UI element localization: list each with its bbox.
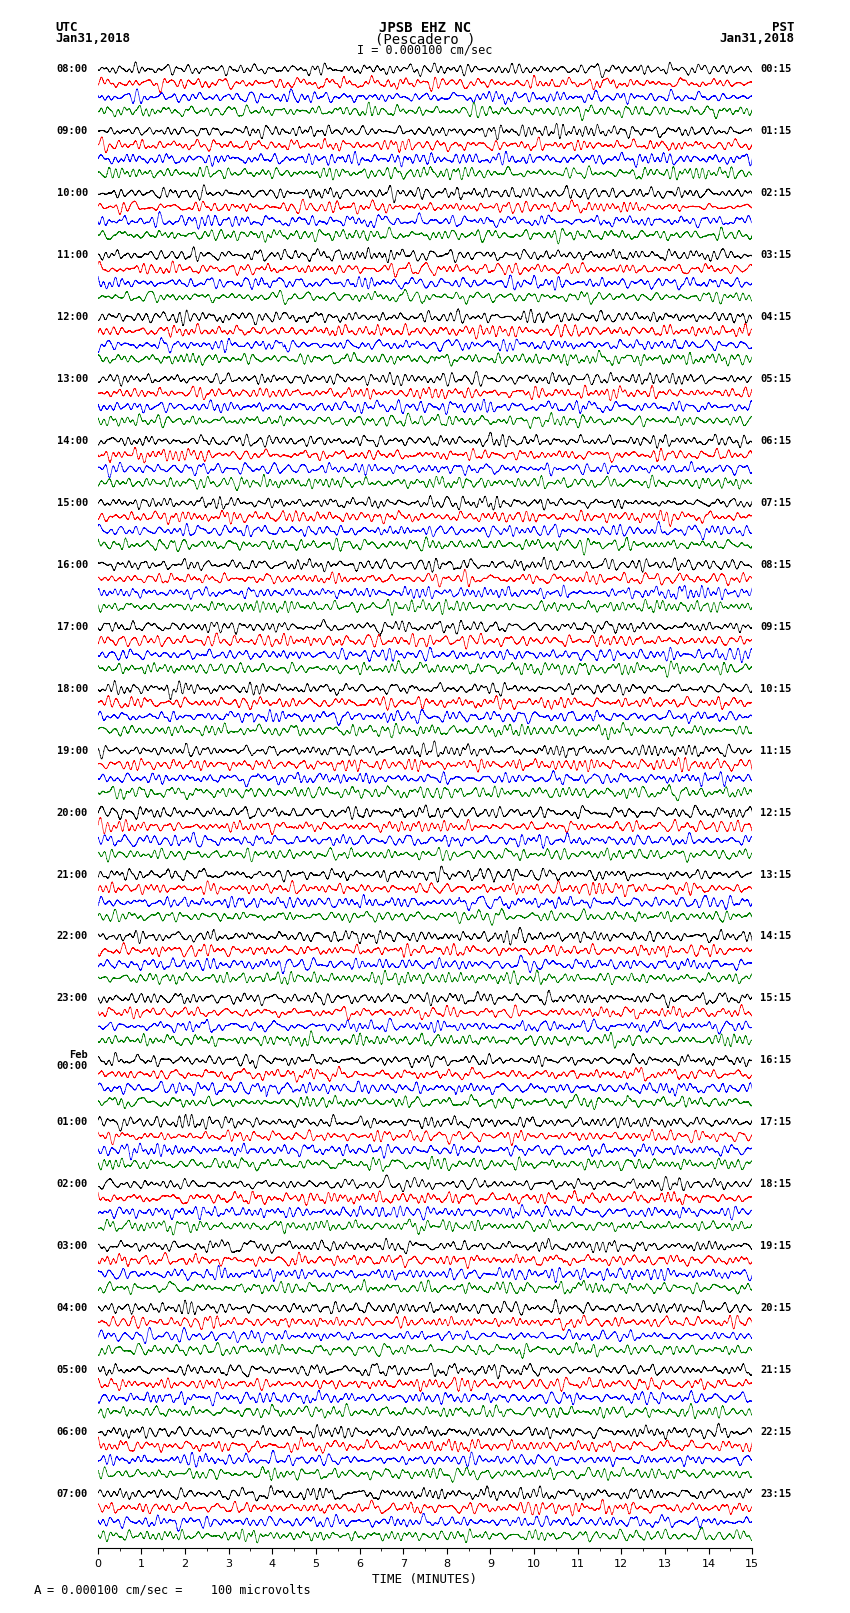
Text: Jan31,2018: Jan31,2018 [55, 32, 130, 45]
Text: 13:00: 13:00 [57, 374, 88, 384]
Text: 02:00: 02:00 [57, 1179, 88, 1189]
Text: 18:15: 18:15 [760, 1179, 791, 1189]
Text: 21:00: 21:00 [57, 869, 88, 879]
Text: 01:15: 01:15 [760, 126, 791, 135]
Text: 11:15: 11:15 [760, 745, 791, 755]
Text: 15:00: 15:00 [57, 498, 88, 508]
Text: 07:15: 07:15 [760, 498, 791, 508]
Text: 04:00: 04:00 [57, 1303, 88, 1313]
Text: 02:15: 02:15 [760, 189, 791, 198]
Text: 17:00: 17:00 [57, 621, 88, 632]
Text: 16:15: 16:15 [760, 1055, 791, 1065]
Text: 23:15: 23:15 [760, 1489, 791, 1498]
Text: 10:15: 10:15 [760, 684, 791, 694]
Text: 13:15: 13:15 [760, 869, 791, 879]
Text: 18:00: 18:00 [57, 684, 88, 694]
Text: = 0.000100 cm/sec =    100 microvolts: = 0.000100 cm/sec = 100 microvolts [47, 1584, 310, 1597]
Text: 07:00: 07:00 [57, 1489, 88, 1498]
Text: 08:00: 08:00 [57, 65, 88, 74]
Text: 05:15: 05:15 [760, 374, 791, 384]
Text: PST: PST [773, 21, 795, 34]
Text: I = 0.000100 cm/sec: I = 0.000100 cm/sec [357, 44, 493, 56]
Text: Jan31,2018: Jan31,2018 [720, 32, 795, 45]
Text: JPSB EHZ NC: JPSB EHZ NC [379, 21, 471, 35]
Text: 08:15: 08:15 [760, 560, 791, 569]
Text: 16:00: 16:00 [57, 560, 88, 569]
Text: 11:00: 11:00 [57, 250, 88, 260]
Text: 09:15: 09:15 [760, 621, 791, 632]
Text: 22:00: 22:00 [57, 931, 88, 942]
Text: UTC: UTC [55, 21, 77, 34]
Text: 01:00: 01:00 [57, 1118, 88, 1127]
X-axis label: TIME (MINUTES): TIME (MINUTES) [372, 1573, 478, 1586]
Text: 22:15: 22:15 [760, 1428, 791, 1437]
Text: 23:00: 23:00 [57, 994, 88, 1003]
Text: 19:00: 19:00 [57, 745, 88, 755]
Text: 09:00: 09:00 [57, 126, 88, 135]
Text: 03:15: 03:15 [760, 250, 791, 260]
Text: 20:15: 20:15 [760, 1303, 791, 1313]
Text: (Pescadero ): (Pescadero ) [375, 32, 475, 47]
Text: 06:15: 06:15 [760, 436, 791, 445]
Text: Feb
00:00: Feb 00:00 [57, 1050, 88, 1071]
Text: 21:15: 21:15 [760, 1365, 791, 1374]
Text: 10:00: 10:00 [57, 189, 88, 198]
Text: 12:00: 12:00 [57, 311, 88, 323]
Text: 14:15: 14:15 [760, 931, 791, 942]
Text: 03:00: 03:00 [57, 1240, 88, 1252]
Text: 15:15: 15:15 [760, 994, 791, 1003]
Text: A: A [34, 1584, 42, 1597]
Text: 19:15: 19:15 [760, 1240, 791, 1252]
Text: 04:15: 04:15 [760, 311, 791, 323]
Text: 20:00: 20:00 [57, 808, 88, 818]
Text: 17:15: 17:15 [760, 1118, 791, 1127]
Text: 05:00: 05:00 [57, 1365, 88, 1374]
Text: 00:15: 00:15 [760, 65, 791, 74]
Text: 12:15: 12:15 [760, 808, 791, 818]
Text: 06:00: 06:00 [57, 1428, 88, 1437]
Text: 14:00: 14:00 [57, 436, 88, 445]
